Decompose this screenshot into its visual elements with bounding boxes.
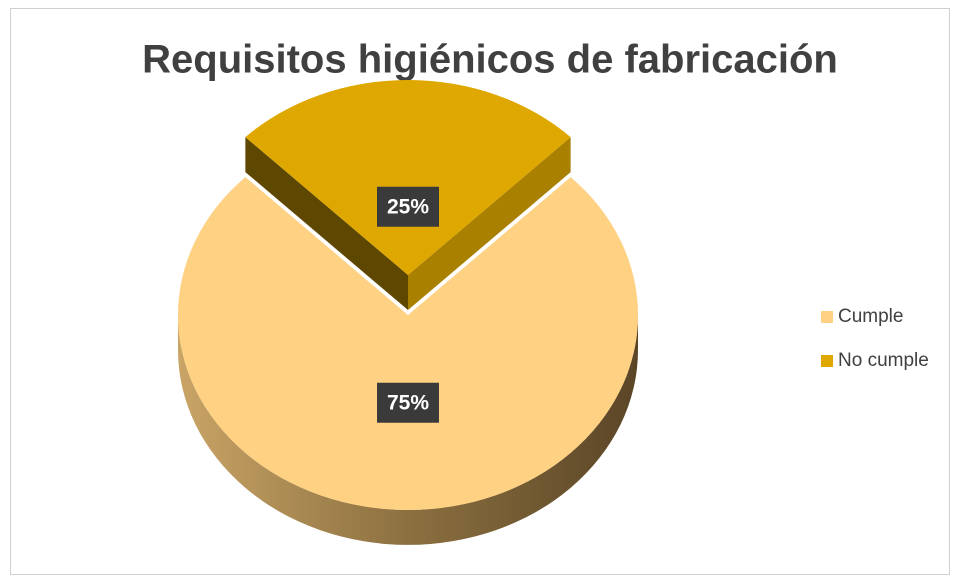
data-label-box bbox=[377, 382, 439, 423]
chart-title: Requisitos higiénicos de fabricación bbox=[142, 38, 838, 82]
data-label: 25% bbox=[387, 195, 429, 218]
data-label: 75% bbox=[387, 391, 429, 414]
legend-swatch bbox=[821, 355, 833, 367]
pie-slice bbox=[177, 177, 638, 511]
legend-label: Cumple bbox=[838, 306, 903, 327]
legend-swatch bbox=[821, 311, 833, 323]
data-label-box bbox=[377, 186, 439, 227]
pie-slice-wall bbox=[408, 137, 571, 310]
pie-slice-side bbox=[178, 315, 638, 545]
pie-slice bbox=[245, 80, 571, 275]
legend-label: No cumple bbox=[838, 350, 929, 371]
pie-slice-wall bbox=[245, 137, 408, 310]
